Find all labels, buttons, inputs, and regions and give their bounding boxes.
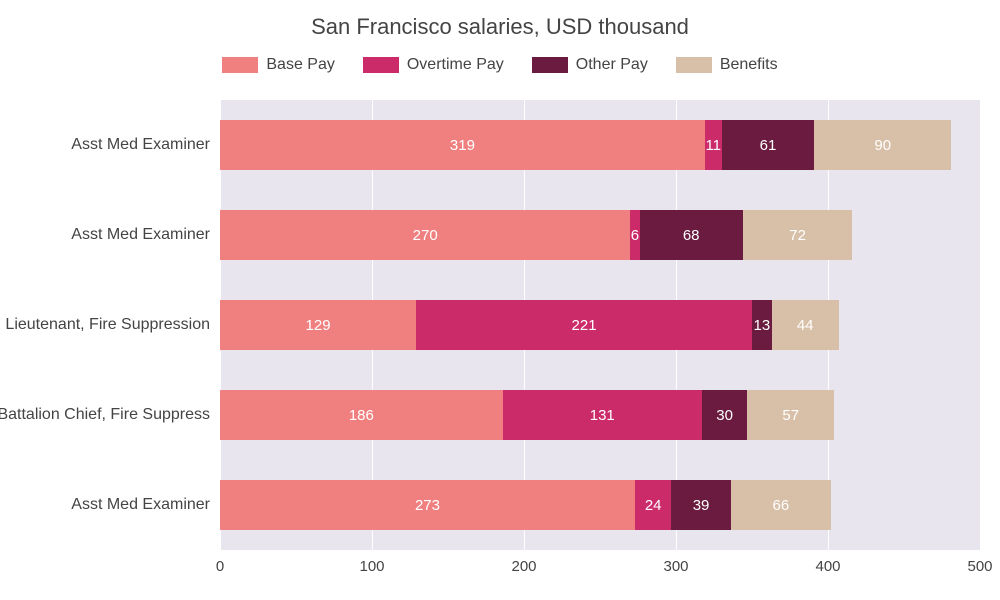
bar-segment-base: 270 bbox=[220, 210, 630, 260]
gridline bbox=[980, 100, 981, 550]
y-axis-label: Asst Med Examiner bbox=[71, 226, 220, 244]
bar-row: 273 24 39 66 bbox=[220, 480, 980, 530]
bar-value-label: 221 bbox=[572, 317, 597, 334]
legend-item-base: Base Pay bbox=[222, 56, 334, 74]
bar-segment-overtime: 24 bbox=[635, 480, 671, 530]
x-tick: 300 bbox=[663, 550, 688, 575]
bar-row: 186 131 30 57 bbox=[220, 390, 980, 440]
bar-segment-other: 13 bbox=[752, 300, 772, 350]
bar-segment-benefits: 57 bbox=[747, 390, 834, 440]
bar-value-label: 11 bbox=[705, 137, 721, 154]
chart-title: San Francisco salaries, USD thousand bbox=[0, 14, 1000, 40]
bar-value-label: 186 bbox=[349, 407, 374, 424]
x-tick: 100 bbox=[359, 550, 384, 575]
bar-segment-benefits: 72 bbox=[743, 210, 852, 260]
bar-segment-base: 186 bbox=[220, 390, 503, 440]
x-tick: 400 bbox=[815, 550, 840, 575]
y-axis-label: Battalion Chief, Fire Suppress bbox=[0, 406, 220, 424]
bar-segment-base: 129 bbox=[220, 300, 416, 350]
x-tick: 200 bbox=[511, 550, 536, 575]
legend-label-base: Base Pay bbox=[266, 56, 334, 74]
bar-value-label: 44 bbox=[797, 317, 814, 334]
bar-segment-overtime: 6 bbox=[630, 210, 639, 260]
legend-item-benefits: Benefits bbox=[676, 56, 778, 74]
bar-value-label: 131 bbox=[590, 407, 615, 424]
bar-value-label: 72 bbox=[789, 227, 806, 244]
bar-segment-benefits: 90 bbox=[814, 120, 951, 170]
bar-value-label: 68 bbox=[683, 227, 700, 244]
chart-container: San Francisco salaries, USD thousand Bas… bbox=[0, 0, 1000, 600]
bar-segment-other: 61 bbox=[722, 120, 815, 170]
legend-swatch-benefits bbox=[676, 57, 712, 73]
bar-segment-benefits: 44 bbox=[772, 300, 839, 350]
legend: Base Pay Overtime Pay Other Pay Benefits bbox=[0, 56, 1000, 74]
legend-label-benefits: Benefits bbox=[720, 56, 778, 74]
bar-segment-other: 39 bbox=[671, 480, 730, 530]
bar-value-label: 57 bbox=[782, 407, 799, 424]
x-tick: 0 bbox=[216, 550, 224, 575]
legend-swatch-other bbox=[532, 57, 568, 73]
legend-item-overtime: Overtime Pay bbox=[363, 56, 504, 74]
legend-item-other: Other Pay bbox=[532, 56, 648, 74]
bar-value-label: 6 bbox=[631, 227, 639, 244]
y-axis-label: Asst Med Examiner bbox=[71, 136, 220, 154]
legend-label-other: Other Pay bbox=[576, 56, 648, 74]
plot-area: 0100200300400500Asst Med Examiner3191161… bbox=[220, 100, 980, 550]
bar-value-label: 129 bbox=[306, 317, 331, 334]
legend-label-overtime: Overtime Pay bbox=[407, 56, 504, 74]
bar-row: 319 11 61 90 bbox=[220, 120, 980, 170]
bar-segment-overtime: 131 bbox=[503, 390, 702, 440]
bar-row: 270 6 68 72 bbox=[220, 210, 980, 260]
bar-value-label: 13 bbox=[754, 317, 771, 334]
bar-segment-overtime: 11 bbox=[705, 120, 722, 170]
x-tick: 500 bbox=[967, 550, 992, 575]
bar-row: 129 221 13 44 bbox=[220, 300, 980, 350]
bar-value-label: 90 bbox=[874, 137, 891, 154]
bar-segment-overtime: 221 bbox=[416, 300, 752, 350]
bar-value-label: 61 bbox=[760, 137, 777, 154]
bar-value-label: 66 bbox=[773, 497, 790, 514]
bar-value-label: 30 bbox=[716, 407, 733, 424]
bar-segment-other: 30 bbox=[702, 390, 748, 440]
bar-segment-other: 68 bbox=[640, 210, 743, 260]
legend-swatch-base bbox=[222, 57, 258, 73]
bar-value-label: 273 bbox=[415, 497, 440, 514]
legend-swatch-overtime bbox=[363, 57, 399, 73]
bar-value-label: 39 bbox=[693, 497, 710, 514]
bar-segment-benefits: 66 bbox=[731, 480, 831, 530]
y-axis-label: Asst Med Examiner bbox=[71, 496, 220, 514]
bar-value-label: 319 bbox=[450, 137, 475, 154]
bar-value-label: 270 bbox=[413, 227, 438, 244]
bar-value-label: 24 bbox=[645, 497, 662, 514]
bar-segment-base: 319 bbox=[220, 120, 705, 170]
y-axis-label: Lieutenant, Fire Suppression bbox=[5, 316, 220, 334]
bar-segment-base: 273 bbox=[220, 480, 635, 530]
